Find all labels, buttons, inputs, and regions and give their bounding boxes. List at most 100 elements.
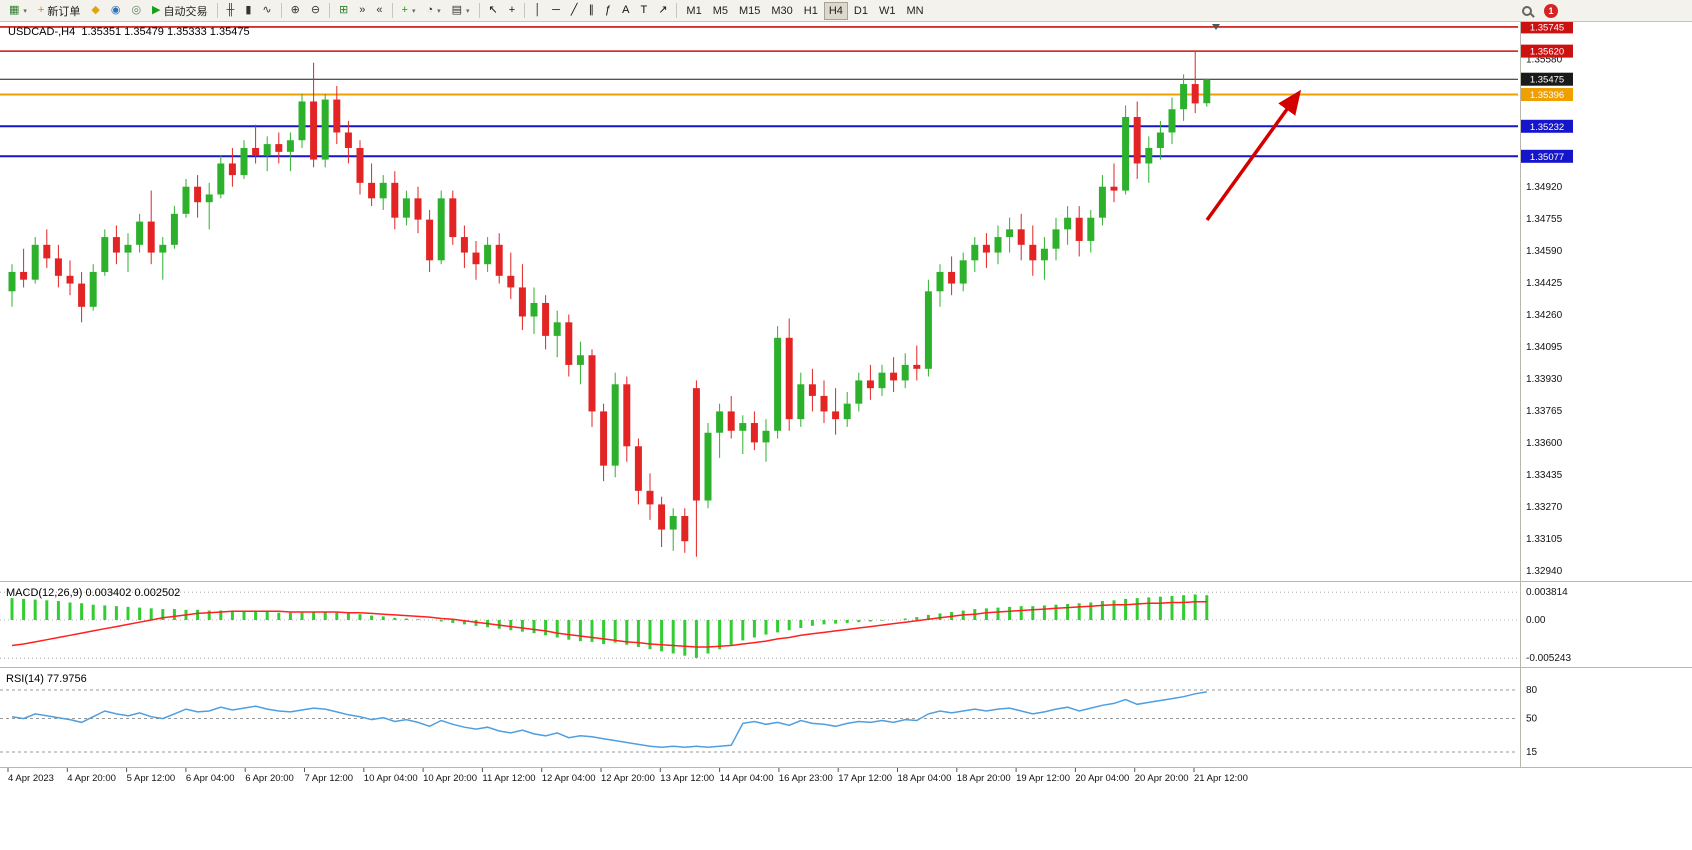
arrows-tool-button[interactable]: ↗ xyxy=(653,2,672,20)
vertical-line-tool-icon: │ xyxy=(534,4,542,16)
svg-text:12 Apr 20:00: 12 Apr 20:00 xyxy=(601,773,655,784)
horizontal-lines xyxy=(0,26,1518,158)
templates-dropdown-icon[interactable]: ▾ xyxy=(466,7,470,15)
svg-text:11 Apr 12:00: 11 Apr 12:00 xyxy=(482,773,535,784)
new-chart-button[interactable]: ▦ ▾ xyxy=(4,2,32,20)
toolbar-separator xyxy=(329,3,331,18)
label-tool-button[interactable]: T xyxy=(635,2,652,20)
timeframe-m30-button[interactable]: M30 xyxy=(766,2,797,20)
timeframe-d1-label: D1 xyxy=(853,4,868,17)
indicators-button[interactable]: + ▾ xyxy=(397,2,421,20)
auto-trading-label: 自动交易 xyxy=(163,5,208,18)
timeframe-m1-button[interactable]: M1 xyxy=(681,2,706,20)
tile-windows-button[interactable]: ⊞ xyxy=(334,2,353,20)
timeframe-h4-label: H4 xyxy=(828,4,843,17)
auto-trading-button[interactable]: ▶ 自动交易 xyxy=(147,2,212,20)
svg-text:1.35475: 1.35475 xyxy=(1530,75,1564,86)
crosshair-icon: + xyxy=(508,4,516,16)
candlesticks-icon: ▮ xyxy=(245,4,252,16)
new-order-button[interactable]: + 新订单 xyxy=(33,2,85,20)
timeframe-m30-label: M30 xyxy=(771,4,793,17)
horizontal-line-tool-icon: ─ xyxy=(552,4,560,16)
line-chart-button[interactable]: ∿ xyxy=(257,2,276,20)
timeframe-m15-label: M15 xyxy=(738,4,761,17)
svg-text:6 Apr 20:00: 6 Apr 20:00 xyxy=(245,773,294,784)
svg-text:50: 50 xyxy=(1526,714,1538,725)
chart-shift-icon: « xyxy=(376,4,383,16)
arrows-tool-icon: ↗ xyxy=(658,4,668,16)
text-tool-icon: A xyxy=(622,4,630,16)
zoom-out-button[interactable]: ⊖ xyxy=(306,2,325,20)
svg-text:1.33270: 1.33270 xyxy=(1526,502,1563,513)
timeframe-w1-button[interactable]: W1 xyxy=(874,2,901,20)
svg-text:4 Apr 2023: 4 Apr 2023 xyxy=(8,773,54,784)
timeframe-mn-button[interactable]: MN xyxy=(901,2,928,20)
chart-shift-button[interactable]: « xyxy=(371,2,387,20)
svg-text:20 Apr 20:00: 20 Apr 20:00 xyxy=(1135,773,1189,784)
toolbar-separator xyxy=(216,3,218,18)
svg-text:1.33435: 1.33435 xyxy=(1526,470,1563,481)
zoom-in-button[interactable]: ⊕ xyxy=(286,2,305,20)
timeframe-h1-label: H1 xyxy=(803,4,818,17)
svg-text:20 Apr 04:00: 20 Apr 04:00 xyxy=(1075,773,1129,784)
timeframe-m5-button[interactable]: M5 xyxy=(708,2,733,20)
svg-text:1.35232: 1.35232 xyxy=(1530,122,1564,133)
svg-text:10 Apr 20:00: 10 Apr 20:00 xyxy=(423,773,477,784)
auto-scroll-button[interactable]: » xyxy=(354,2,370,20)
timeframe-m1-label: M1 xyxy=(686,4,702,17)
svg-text:1.34260: 1.34260 xyxy=(1526,310,1563,321)
templates-button[interactable]: ▤ ▾ xyxy=(447,2,475,20)
line-chart-icon: ∿ xyxy=(262,4,272,16)
zoom-in-icon: ⊕ xyxy=(290,4,300,16)
svg-text:6 Apr 04:00: 6 Apr 04:00 xyxy=(186,773,235,784)
svg-text:1.35396: 1.35396 xyxy=(1530,90,1564,101)
channel-tool-icon: ∥ xyxy=(588,4,595,16)
timeframe-m15-button[interactable]: M15 xyxy=(734,2,765,20)
timeframe-h4-button[interactable]: H4 xyxy=(823,1,848,20)
cursor-icon: ↖ xyxy=(488,4,498,16)
search-icon[interactable] xyxy=(1522,5,1532,16)
crosshair-button[interactable]: + xyxy=(504,2,520,20)
trendline-tool-button[interactable]: ╱ xyxy=(566,2,583,20)
new-chart-icon: ▦ xyxy=(9,4,20,16)
svg-text:1.34095: 1.34095 xyxy=(1526,342,1563,353)
svg-text:1.33105: 1.33105 xyxy=(1526,534,1563,545)
svg-text:1.34755: 1.34755 xyxy=(1526,214,1563,225)
tile-windows-icon: ⊞ xyxy=(339,4,349,16)
main-toolbar: ▦ ▾ + 新订单 ◆ ◉ ◎ ▶ 自动交易 ╫ ▮ ∿ ⊕ ⊖ ⊞» «+ ▾ ◔ ▾ ▤ ▾ ↖ + │ ─ ╱ ∥ ƒ A T ↗ M1… xyxy=(0,0,1692,22)
timeframe-mn-label: MN xyxy=(906,4,924,17)
data-window-icon: ◎ xyxy=(131,4,142,16)
notification-badge[interactable]: 1 xyxy=(1544,3,1558,18)
svg-text:0.00: 0.00 xyxy=(1526,615,1546,626)
svg-text:21 Apr 12:00: 21 Apr 12:00 xyxy=(1194,773,1248,784)
cursor-button[interactable]: ↖ xyxy=(484,2,503,20)
zoom-out-icon: ⊖ xyxy=(310,4,321,16)
ohlc-bars-icon: ╫ xyxy=(226,4,235,16)
toolbar-separator xyxy=(524,3,526,18)
svg-text:1.34590: 1.34590 xyxy=(1526,246,1563,257)
annotation-arrow xyxy=(1205,89,1302,222)
vertical-line-tool-button[interactable]: │ xyxy=(529,2,546,20)
indicators-dropdown-icon[interactable]: ▾ xyxy=(411,7,416,15)
horizontal-line-tool-button[interactable]: ─ xyxy=(547,2,565,20)
candlesticks-button[interactable]: ▮ xyxy=(240,2,256,20)
channel-tool-button[interactable]: ∥ xyxy=(584,2,600,20)
rsi-name: RSI(14) xyxy=(6,673,44,685)
metaeditor-button[interactable]: ◆ xyxy=(86,2,104,20)
fibonacci-tool-button[interactable]: ƒ xyxy=(600,2,616,20)
timeframe-h1-button[interactable]: H1 xyxy=(799,2,823,20)
data-window-button[interactable]: ◎ xyxy=(126,2,146,20)
macd-pane xyxy=(10,594,1209,658)
timeframe-w1-label: W1 xyxy=(878,4,896,17)
svg-text:14 Apr 04:00: 14 Apr 04:00 xyxy=(720,773,774,784)
text-tool-button[interactable]: A xyxy=(617,2,634,20)
timeframe-d1-button[interactable]: D1 xyxy=(849,2,873,20)
periods-button[interactable]: ◔ ▾ xyxy=(421,2,445,20)
new-chart-dropdown-icon[interactable]: ▾ xyxy=(23,7,27,15)
periods-dropdown-icon[interactable]: ▾ xyxy=(437,7,441,15)
macd-values: 0.003402 0.002502 xyxy=(85,587,181,599)
market-watch-button[interactable]: ◉ xyxy=(106,2,126,20)
toolbar-separator xyxy=(280,3,282,18)
ohlc-bars-button[interactable]: ╫ xyxy=(222,2,240,20)
